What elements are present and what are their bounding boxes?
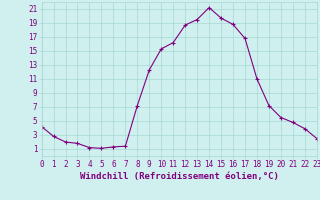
X-axis label: Windchill (Refroidissement éolien,°C): Windchill (Refroidissement éolien,°C) [80,172,279,181]
